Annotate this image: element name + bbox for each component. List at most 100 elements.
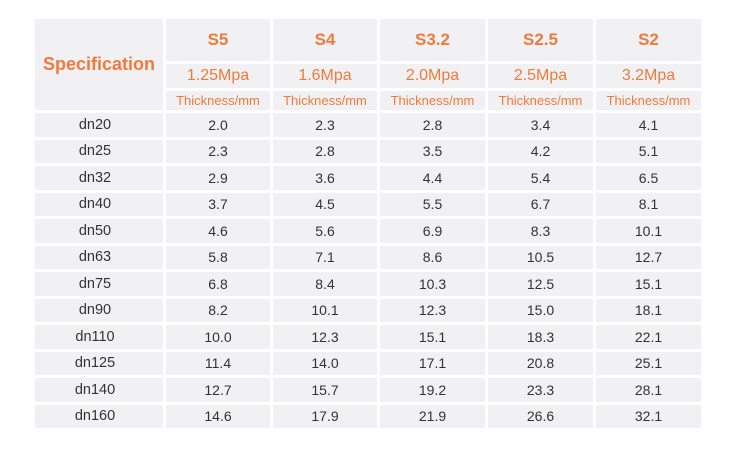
thickness-cell: 12.7 <box>166 378 270 402</box>
row-spec-label: dn32 <box>35 166 163 190</box>
thickness-spec-table-wrapper: Specification S5 S4 S3.2 S2.5 S2 1.25Mpa… <box>32 16 704 431</box>
table-row: dn110 10.0 12.3 15.1 18.3 22.1 <box>35 325 701 349</box>
row-spec-label: dn63 <box>35 245 163 269</box>
thickness-cell: 14.0 <box>273 351 377 375</box>
thickness-cell: 2.3 <box>273 113 377 137</box>
table-row: dn63 5.8 7.1 8.6 10.5 12.7 <box>35 245 701 269</box>
pressure-header-s5: 1.25Mpa <box>166 63 270 89</box>
thickness-cell: 6.8 <box>166 272 270 296</box>
thickness-cell: 22.1 <box>596 325 701 349</box>
thickness-cell: 8.4 <box>273 272 377 296</box>
row-spec-label: dn140 <box>35 378 163 402</box>
pressure-header-s2: 3.2Mpa <box>596 63 701 89</box>
specification-header: Specification <box>35 19 163 110</box>
thickness-cell: 26.6 <box>488 404 593 428</box>
thickness-cell: 3.7 <box>166 192 270 216</box>
thickness-cell: 15.1 <box>596 272 701 296</box>
thickness-cell: 21.9 <box>380 404 485 428</box>
unit-header-s2: Thickness/mm <box>596 91 701 110</box>
thickness-cell: 8.2 <box>166 298 270 322</box>
row-spec-label: dn75 <box>35 272 163 296</box>
table-row: dn32 2.9 3.6 4.4 5.4 6.5 <box>35 166 701 190</box>
thickness-cell: 17.9 <box>273 404 377 428</box>
thickness-cell: 2.8 <box>380 113 485 137</box>
pressure-header-s3-2: 2.0Mpa <box>380 63 485 89</box>
thickness-cell: 6.7 <box>488 192 593 216</box>
row-spec-label: dn90 <box>35 298 163 322</box>
thickness-cell: 20.8 <box>488 351 593 375</box>
thickness-cell: 10.5 <box>488 245 593 269</box>
thickness-cell: 23.3 <box>488 378 593 402</box>
pressure-header-s4: 1.6Mpa <box>273 63 377 89</box>
thickness-cell: 18.3 <box>488 325 593 349</box>
thickness-cell: 15.1 <box>380 325 485 349</box>
thickness-cell: 2.9 <box>166 166 270 190</box>
table-row: dn50 4.6 5.6 6.9 8.3 10.1 <box>35 219 701 243</box>
row-spec-label: dn160 <box>35 404 163 428</box>
thickness-cell: 10.1 <box>596 219 701 243</box>
thickness-cell: 5.6 <box>273 219 377 243</box>
unit-header-s2-5: Thickness/mm <box>488 91 593 110</box>
thickness-cell: 12.7 <box>596 245 701 269</box>
unit-header-s3-2: Thickness/mm <box>380 91 485 110</box>
thickness-cell: 28.1 <box>596 378 701 402</box>
thickness-cell: 5.1 <box>596 139 701 163</box>
thickness-cell: 12.3 <box>380 298 485 322</box>
thickness-cell: 3.4 <box>488 113 593 137</box>
thickness-cell: 11.4 <box>166 351 270 375</box>
thickness-cell: 25.1 <box>596 351 701 375</box>
table-row: dn20 2.0 2.3 2.8 3.4 4.1 <box>35 113 701 137</box>
thickness-cell: 8.1 <box>596 192 701 216</box>
unit-header-s4: Thickness/mm <box>273 91 377 110</box>
table-row: dn75 6.8 8.4 10.3 12.5 15.1 <box>35 272 701 296</box>
thickness-cell: 4.6 <box>166 219 270 243</box>
thickness-cell: 3.5 <box>380 139 485 163</box>
thickness-cell: 10.1 <box>273 298 377 322</box>
series-header-s2-5: S2.5 <box>488 19 593 61</box>
thickness-cell: 3.6 <box>273 166 377 190</box>
thickness-cell: 4.1 <box>596 113 701 137</box>
table-row: dn125 11.4 14.0 17.1 20.8 25.1 <box>35 351 701 375</box>
series-header-s4: S4 <box>273 19 377 61</box>
table-row: dn40 3.7 4.5 5.5 6.7 8.1 <box>35 192 701 216</box>
thickness-cell: 18.1 <box>596 298 701 322</box>
thickness-cell: 2.3 <box>166 139 270 163</box>
thickness-cell: 4.2 <box>488 139 593 163</box>
thickness-cell: 6.5 <box>596 166 701 190</box>
thickness-cell: 8.6 <box>380 245 485 269</box>
thickness-cell: 4.4 <box>380 166 485 190</box>
thickness-cell: 10.0 <box>166 325 270 349</box>
thickness-cell: 32.1 <box>596 404 701 428</box>
row-spec-label: dn20 <box>35 113 163 137</box>
thickness-cell: 5.5 <box>380 192 485 216</box>
table-row: dn160 14.6 17.9 21.9 26.6 32.1 <box>35 404 701 428</box>
row-spec-label: dn25 <box>35 139 163 163</box>
table-row: dn140 12.7 15.7 19.2 23.3 28.1 <box>35 378 701 402</box>
thickness-cell: 15.7 <box>273 378 377 402</box>
thickness-cell: 2.8 <box>273 139 377 163</box>
thickness-cell: 8.3 <box>488 219 593 243</box>
table-body: dn20 2.0 2.3 2.8 3.4 4.1 dn25 2.3 2.8 3.… <box>35 113 701 428</box>
pressure-header-s2-5: 2.5Mpa <box>488 63 593 89</box>
thickness-cell: 17.1 <box>380 351 485 375</box>
thickness-cell: 5.4 <box>488 166 593 190</box>
thickness-cell: 10.3 <box>380 272 485 296</box>
row-spec-label: dn125 <box>35 351 163 375</box>
table-row: dn90 8.2 10.1 12.3 15.0 18.1 <box>35 298 701 322</box>
thickness-cell: 5.8 <box>166 245 270 269</box>
series-header-s3-2: S3.2 <box>380 19 485 61</box>
row-spec-label: dn50 <box>35 219 163 243</box>
thickness-spec-table: Specification S5 S4 S3.2 S2.5 S2 1.25Mpa… <box>32 16 704 431</box>
row-spec-label: dn110 <box>35 325 163 349</box>
series-header-s2: S2 <box>596 19 701 61</box>
thickness-cell: 2.0 <box>166 113 270 137</box>
thickness-cell: 12.5 <box>488 272 593 296</box>
thickness-cell: 12.3 <box>273 325 377 349</box>
thickness-cell: 19.2 <box>380 378 485 402</box>
row-spec-label: dn40 <box>35 192 163 216</box>
unit-header-s5: Thickness/mm <box>166 91 270 110</box>
thickness-cell: 15.0 <box>488 298 593 322</box>
thickness-cell: 4.5 <box>273 192 377 216</box>
table-row: dn25 2.3 2.8 3.5 4.2 5.1 <box>35 139 701 163</box>
thickness-cell: 7.1 <box>273 245 377 269</box>
